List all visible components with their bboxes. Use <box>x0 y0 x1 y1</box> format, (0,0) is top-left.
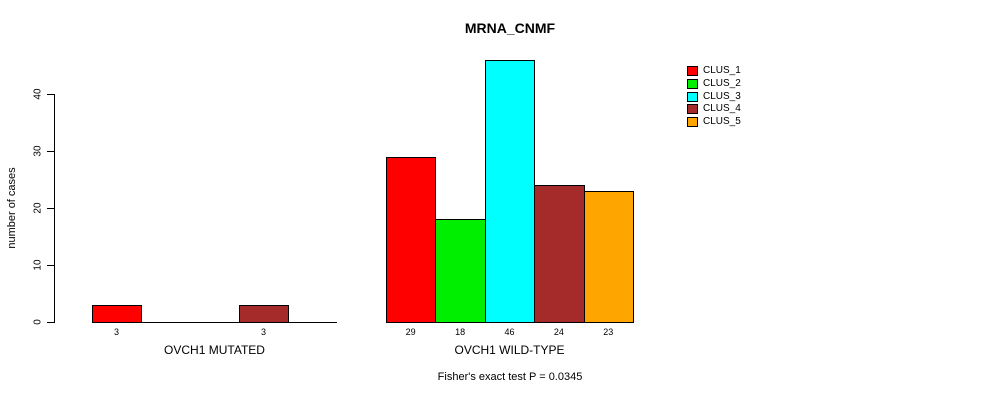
y-axis-title: number of cases <box>6 167 18 249</box>
bar-value-label: 23 <box>603 327 614 337</box>
bar-clus_4 <box>239 304 289 323</box>
y-tick-label: 40 <box>32 88 44 100</box>
chart-title: MRNA_CNMF <box>464 20 556 36</box>
y-axis-line <box>54 94 55 323</box>
bar-clus_2 <box>435 219 486 323</box>
bar-clus_1 <box>92 304 142 323</box>
legend-swatch-clus_4 <box>687 104 698 115</box>
bar-value-label: 46 <box>504 327 515 337</box>
y-tick-mark <box>47 151 54 152</box>
bar-value-label: 3 <box>260 327 267 337</box>
y-tick-label: 20 <box>32 202 44 214</box>
bar-value-label: 3 <box>113 327 120 337</box>
bar-clus_3 <box>484 59 536 323</box>
bar-clus_5 <box>583 190 634 323</box>
bar-clus_4 <box>534 185 585 323</box>
y-tick-label: 0 <box>32 319 44 325</box>
bar-value-label: 18 <box>455 327 466 337</box>
y-tick-label: 30 <box>32 145 44 157</box>
legend-swatch-clus_5 <box>687 117 698 128</box>
legend-label-clus_4: CLUS_4 <box>703 103 741 115</box>
group-label: OVCH1 WILD-TYPE <box>454 343 565 357</box>
y-tick-mark <box>47 265 54 266</box>
y-tick-mark <box>47 94 54 95</box>
legend-label-clus_5: CLUS_5 <box>703 116 741 128</box>
legend-swatch-clus_2 <box>687 78 698 89</box>
y-tick-label: 10 <box>32 259 44 271</box>
legend-swatch-clus_1 <box>687 66 698 76</box>
group-baseline <box>92 322 337 323</box>
y-tick-mark <box>47 208 54 209</box>
bar-clus_1 <box>386 156 437 323</box>
legend-label-clus_2: CLUS_2 <box>703 77 741 89</box>
legend-label-clus_1: CLUS_1 <box>703 65 741 76</box>
legend-swatch-clus_3 <box>687 91 698 102</box>
fisher-test-annotation: Fisher's exact test P = 0.0345 <box>437 371 583 383</box>
bar-value-label: 24 <box>553 327 564 337</box>
y-tick-mark <box>47 322 54 323</box>
bar-value-label: 29 <box>405 327 416 337</box>
group-label: OVCH1 MUTATED <box>164 343 265 357</box>
legend-label-clus_3: CLUS_3 <box>703 90 741 102</box>
